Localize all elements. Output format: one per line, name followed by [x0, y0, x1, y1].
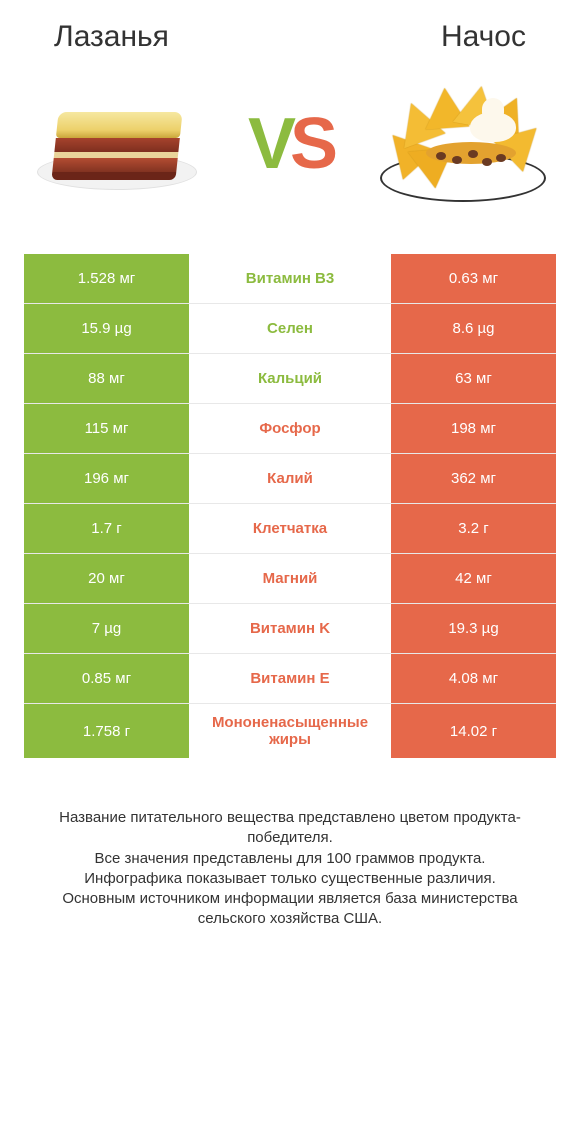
title-right: Начос — [441, 20, 526, 54]
nutrient-label: Клетчатка — [189, 504, 391, 553]
vs-v: V — [248, 104, 290, 184]
comparison-table: 1.528 мгВитамин B30.63 мг15.9 µgСелен8.6… — [24, 254, 556, 758]
footnote-line: Основным источником информации является … — [30, 889, 550, 930]
vs-label: VS — [248, 103, 332, 185]
nutrient-label: Селен — [189, 304, 391, 353]
left-value: 196 мг — [24, 454, 189, 503]
nutrient-label: Мононенасыщенные жиры — [189, 704, 391, 758]
nutrient-label: Фосфор — [189, 404, 391, 453]
nutrient-label: Витамин K — [189, 604, 391, 653]
table-row: 115 мгФосфор198 мг — [24, 404, 556, 454]
nutrient-label: Кальций — [189, 354, 391, 403]
lasagna-image — [32, 84, 202, 204]
nutrient-label: Витамин E — [189, 654, 391, 703]
right-value: 42 мг — [391, 554, 556, 603]
vs-s: S — [290, 104, 332, 184]
nutrient-label: Калий — [189, 454, 391, 503]
nutrient-label: Магний — [189, 554, 391, 603]
right-value: 4.08 мг — [391, 654, 556, 703]
nachos-image — [378, 84, 548, 204]
footnote-line: Инфографика показывает только существенн… — [30, 869, 550, 889]
right-value: 3.2 г — [391, 504, 556, 553]
infographic-container: Лазанья Начос VS — [0, 0, 580, 1144]
nutrient-label: Витамин B3 — [189, 254, 391, 303]
table-row: 1.758 гМононенасыщенные жиры14.02 г — [24, 704, 556, 758]
left-value: 15.9 µg — [24, 304, 189, 353]
footnote-line: Название питательного вещества представл… — [30, 808, 550, 849]
right-value: 19.3 µg — [391, 604, 556, 653]
left-value: 1.7 г — [24, 504, 189, 553]
footnote: Название питательного вещества представл… — [24, 808, 556, 930]
table-row: 1.528 мгВитамин B30.63 мг — [24, 254, 556, 304]
title-left: Лазанья — [54, 20, 169, 54]
table-row: 1.7 гКлетчатка3.2 г — [24, 504, 556, 554]
table-row: 0.85 мгВитамин E4.08 мг — [24, 654, 556, 704]
left-value: 1.758 г — [24, 704, 189, 758]
header: Лазанья Начос — [24, 20, 556, 54]
right-value: 362 мг — [391, 454, 556, 503]
left-value: 1.528 мг — [24, 254, 189, 303]
left-value: 115 мг — [24, 404, 189, 453]
right-value: 0.63 мг — [391, 254, 556, 303]
table-row: 88 мгКальций63 мг — [24, 354, 556, 404]
right-value: 8.6 µg — [391, 304, 556, 353]
right-value: 14.02 г — [391, 704, 556, 758]
footnote-line: Все значения представлены для 100 граммо… — [30, 849, 550, 869]
right-value: 63 мг — [391, 354, 556, 403]
left-value: 20 мг — [24, 554, 189, 603]
left-value: 0.85 мг — [24, 654, 189, 703]
right-value: 198 мг — [391, 404, 556, 453]
left-value: 7 µg — [24, 604, 189, 653]
table-row: 15.9 µgСелен8.6 µg — [24, 304, 556, 354]
table-row: 7 µgВитамин K19.3 µg — [24, 604, 556, 654]
left-value: 88 мг — [24, 354, 189, 403]
table-row: 20 мгМагний42 мг — [24, 554, 556, 604]
table-row: 196 мгКалий362 мг — [24, 454, 556, 504]
images-row: VS — [24, 84, 556, 204]
